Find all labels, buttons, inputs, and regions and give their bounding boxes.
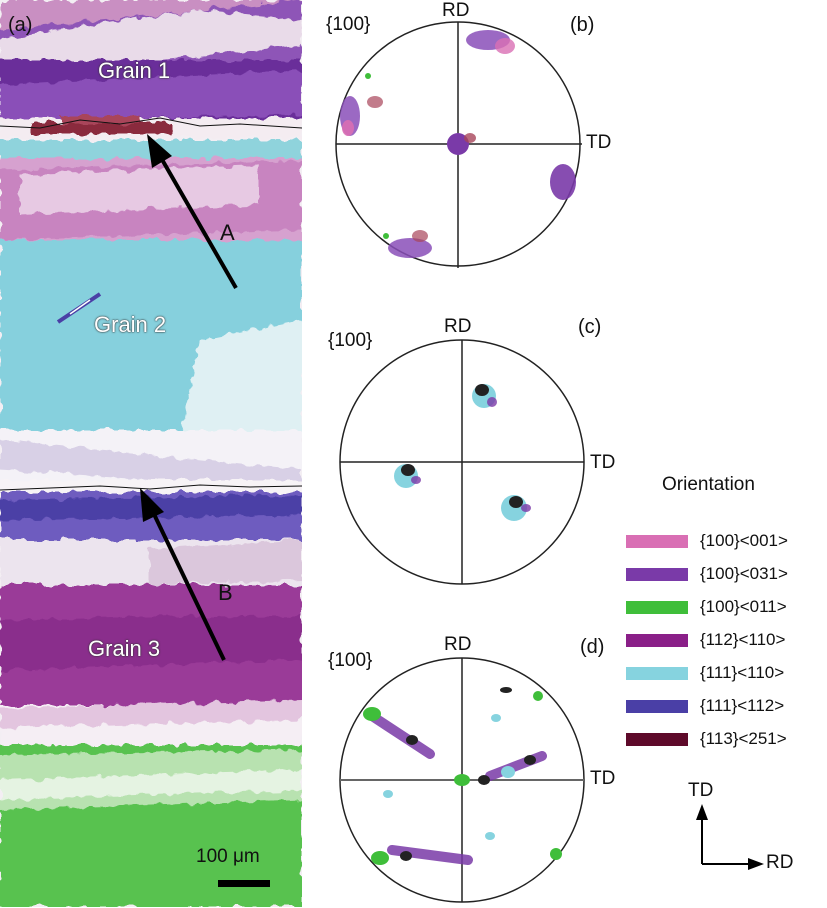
panel-label-d: (d) — [580, 636, 605, 658]
legend-item: {112}<110> — [626, 627, 785, 653]
scale-bar-label: 100 μm — [196, 846, 260, 867]
pf-b-rd-label: RD — [442, 0, 470, 21]
sample-frame-axes — [696, 804, 764, 870]
frame-td-label: TD — [688, 780, 714, 801]
legend-swatch — [626, 600, 688, 614]
arrow-b-head — [140, 488, 164, 522]
arrow-a-shaft — [158, 155, 238, 289]
legend-item: {100}<031> — [626, 561, 788, 587]
legend-item: {113}<251> — [626, 726, 787, 752]
legend-swatch — [626, 732, 688, 746]
pf-b-family-label: {100} — [326, 14, 371, 35]
legend-swatch — [626, 567, 688, 581]
arrow-b-label: B — [218, 580, 233, 605]
panel-label-c: (c) — [578, 316, 602, 338]
pf-d-td-label: TD — [590, 768, 616, 789]
pole-figure-d — [339, 657, 585, 903]
arrow-a-label: A — [220, 220, 235, 245]
pf-d-family-label: {100} — [328, 650, 373, 671]
legend-label: {111}<110> — [700, 663, 785, 682]
legend-label: {100}<011> — [700, 597, 787, 616]
legend-swatch — [626, 633, 688, 647]
pf-d-poles — [363, 687, 562, 865]
legend-label: {100}<001> — [700, 531, 788, 550]
legend-swatch — [626, 699, 688, 713]
pole-figure-b — [335, 21, 582, 268]
grain-1-label: Grain 1 — [98, 58, 171, 83]
legend-item: {111}<110> — [626, 660, 784, 686]
pf-b-td-label: TD — [586, 132, 612, 153]
scale-bar — [218, 880, 270, 887]
pole-figure-c — [339, 339, 585, 585]
pf-c-td-label: TD — [590, 452, 616, 473]
legend-label: {100}<031> — [700, 564, 788, 583]
legend-swatch — [626, 534, 688, 548]
ebsd-map-graphic — [0, 0, 302, 907]
legend-label: {111}<112> — [700, 696, 785, 715]
pf-c-family-label: {100} — [328, 330, 373, 351]
grain-2-label: Grain 2 — [94, 312, 167, 337]
ebsd-orientation-map — [0, 0, 302, 907]
grain-3-label: Grain 3 — [88, 636, 161, 661]
legend-title: Orientation — [662, 474, 755, 495]
pf-c-rd-label: RD — [444, 316, 472, 337]
pf-b-poles — [340, 30, 576, 258]
legend-item: {100}<001> — [626, 528, 788, 554]
pf-d-rd-label: RD — [444, 634, 472, 655]
arrow-a-head — [147, 134, 172, 168]
frame-rd-label: RD — [766, 852, 794, 873]
legend-label: {112}<110> — [700, 630, 786, 649]
panel-label-b: (b) — [570, 14, 595, 36]
arrow-b-shaft — [150, 509, 226, 661]
legend-item: {100}<011> — [626, 594, 787, 620]
legend-label: {113}<251> — [700, 729, 787, 748]
panel-label-a: (a) — [8, 14, 33, 36]
pf-c-poles — [394, 384, 531, 521]
legend-item: {111}<112> — [626, 693, 784, 719]
legend-swatch — [626, 666, 688, 680]
